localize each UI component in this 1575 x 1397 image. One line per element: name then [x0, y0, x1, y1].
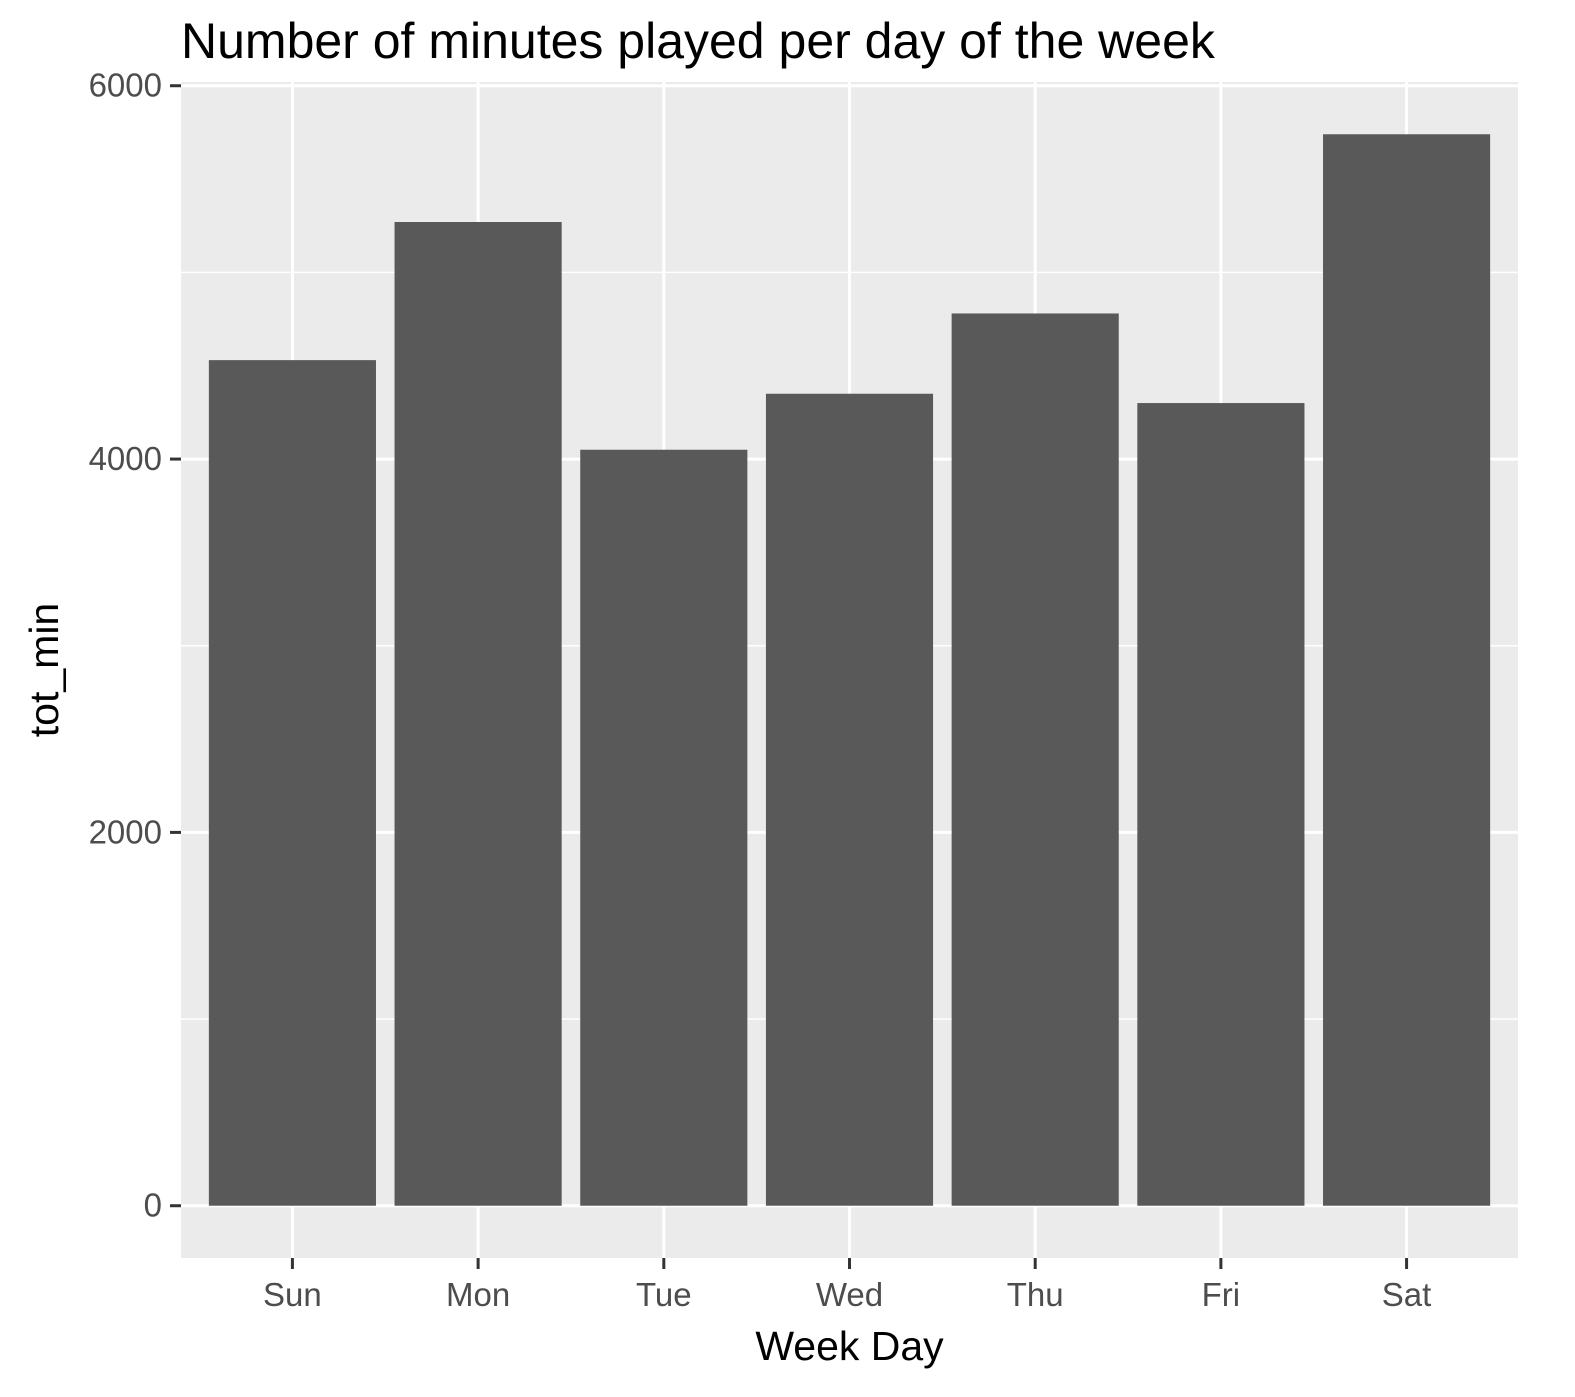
x-tick-label: Thu — [1007, 1276, 1064, 1313]
bar-mon — [394, 222, 562, 1206]
bar-tue — [580, 449, 748, 1206]
bar-sat — [1323, 134, 1491, 1206]
bar-fri — [1137, 403, 1305, 1206]
x-tick-label: Wed — [816, 1276, 883, 1313]
y-tick-label: 2000 — [89, 813, 162, 850]
y-tick-label: 6000 — [89, 67, 162, 104]
x-axis-title: Week Day — [755, 1323, 944, 1369]
bar-thu — [951, 313, 1119, 1206]
chart-title: Number of minutes played per day of the … — [181, 13, 1215, 69]
y-axis: 0 2000 4000 6000 — [89, 67, 181, 1224]
x-tick-label: Sat — [1382, 1276, 1432, 1313]
bar-wed — [765, 393, 934, 1206]
bar-sun — [208, 360, 376, 1206]
y-tick-label: 4000 — [89, 440, 162, 477]
x-tick-label: Tue — [636, 1276, 692, 1313]
bars — [208, 134, 1491, 1206]
y-tick-label: 0 — [144, 1187, 162, 1224]
x-tick-label: Mon — [446, 1276, 510, 1313]
y-axis-title: tot_min — [21, 603, 67, 737]
x-tick-label: Sun — [263, 1276, 322, 1313]
x-axis: Sun Mon Tue Wed Thu Fri Sat — [263, 1258, 1431, 1313]
x-tick-label: Fri — [1202, 1276, 1240, 1313]
